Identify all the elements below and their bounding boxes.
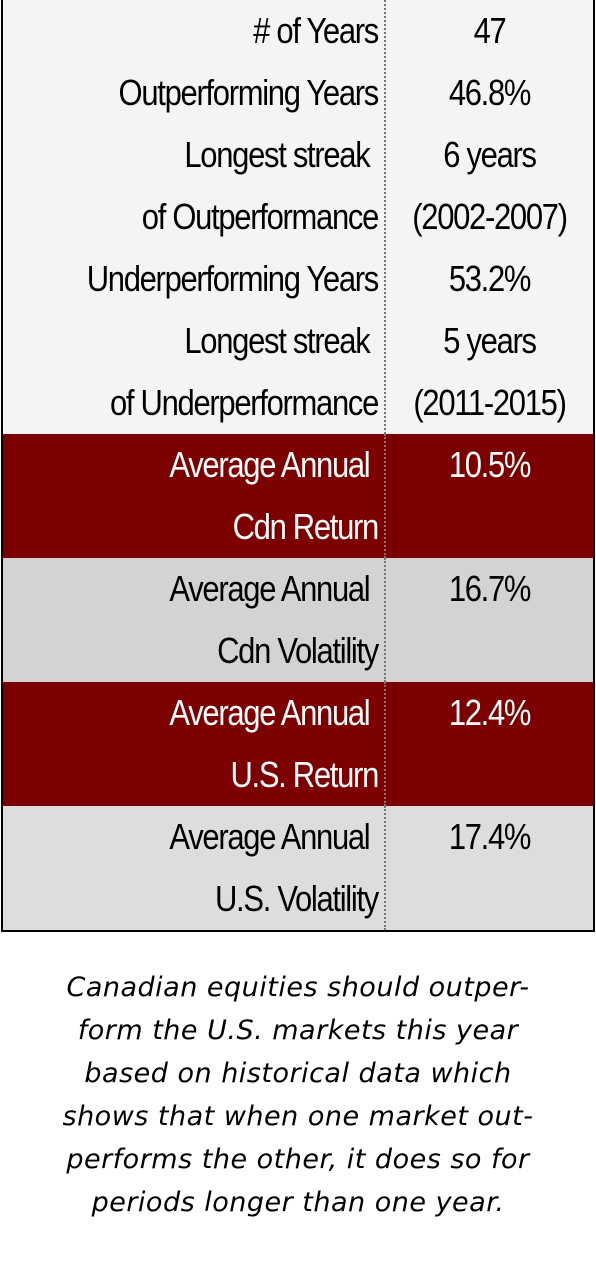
caption-line: based on historical data which [84, 1058, 512, 1089]
outperformance-streak-label-line1: Longest streak [184, 134, 370, 175]
cdn-volatility-band: Average Annual Cdn Volatility 16.7% [3, 558, 593, 682]
outperforming-years-value: 46.8% [448, 72, 532, 113]
cdn-volatility-value: 16.7% [448, 568, 532, 609]
us-volatility-value-cell: 17.4% [386, 806, 593, 930]
us-volatility-label: Average Annual U.S. Volatility [3, 806, 386, 930]
stats-table: # of Years Outperforming Years Longest s… [1, 0, 595, 932]
cdn-volatility-label: Average Annual Cdn Volatility [3, 558, 386, 682]
cdn-return-band: Average Annual Cdn Return 10.5% [3, 434, 593, 558]
caption-line: Canadian equities should outper- [66, 972, 530, 1003]
summary-values: 47 46.8% 6 years (2002-2007) 53.2% 5 yea… [386, 0, 593, 434]
outperforming-years-label: Outperforming Years [118, 72, 380, 113]
cdn-return-value: 10.5% [448, 444, 532, 485]
us-volatility-label-line2: U.S. Volatility [214, 878, 379, 919]
caption-line: periods longer than one year. [91, 1187, 505, 1218]
summary-section: # of Years Outperforming Years Longest s… [3, 0, 593, 434]
underperforming-years-value: 53.2% [448, 258, 532, 299]
underperforming-years-label: Underperforming Years [86, 258, 380, 299]
cdn-return-label: Average Annual Cdn Return [3, 434, 386, 558]
us-return-label: Average Annual U.S. Return [3, 682, 386, 806]
us-return-label-line2: U.S. Return [230, 754, 379, 795]
cdn-volatility-label-line2: Cdn Volatility [217, 630, 379, 671]
cdn-volatility-value-cell: 16.7% [386, 558, 593, 682]
cdn-return-label-line1: Average Annual [169, 444, 370, 485]
underperformance-streak-value-line1: 5 years [443, 320, 537, 361]
caption-line: shows that when one market out- [62, 1101, 534, 1132]
underperformance-streak-label-line1: Longest streak [184, 320, 370, 361]
cdn-return-label-line2: Cdn Return [232, 506, 380, 547]
underperformance-streak-label-line2: of Underperformance [109, 382, 379, 423]
outperformance-streak-value-line2: (2002-2007) [412, 196, 568, 237]
outperformance-streak-value-line1: 6 years [443, 134, 537, 175]
years-count-label: # of Years [253, 10, 379, 51]
us-return-label-line1: Average Annual [169, 692, 370, 733]
caption-line: form the U.S. markets this year [77, 1015, 519, 1046]
caption-line: performs the other, it does so for [66, 1144, 530, 1175]
summary-labels: # of Years Outperforming Years Longest s… [3, 0, 386, 434]
years-count-value: 47 [473, 10, 507, 51]
us-volatility-value: 17.4% [448, 816, 532, 857]
outperformance-streak-label-line2: of Outperformance [141, 196, 379, 237]
underperformance-streak-value-line2: (2011-2015) [413, 382, 566, 423]
caption-text: Canadian equities should outper- form th… [0, 966, 596, 1224]
us-return-value: 12.4% [448, 692, 532, 733]
cdn-return-value-cell: 10.5% [386, 434, 593, 558]
us-return-band: Average Annual U.S. Return 12.4% [3, 682, 593, 806]
cdn-volatility-label-line1: Average Annual [169, 568, 370, 609]
us-volatility-band: Average Annual U.S. Volatility 17.4% [3, 806, 593, 930]
us-volatility-label-line1: Average Annual [169, 816, 370, 857]
us-return-value-cell: 12.4% [386, 682, 593, 806]
